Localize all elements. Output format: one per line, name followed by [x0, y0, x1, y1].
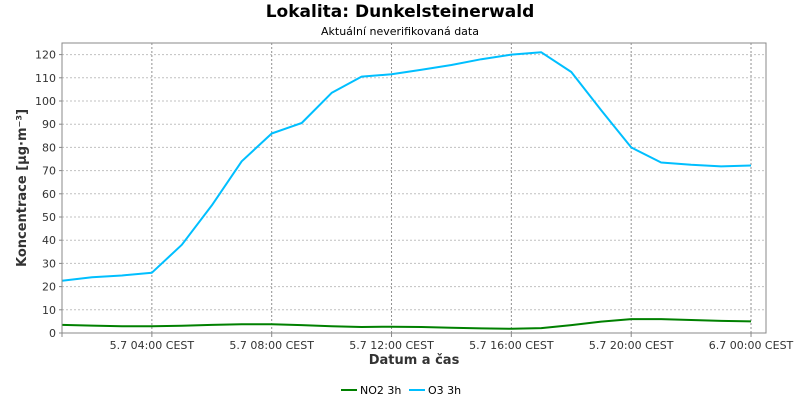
chart-title: Lokalita: Dunkelsteinerwald: [266, 2, 535, 22]
chart-subtitle: Aktuální neverifikovaná data: [321, 25, 479, 38]
x-tick-label: 6.7 00:00 CEST: [709, 339, 794, 352]
x-tick-label: 5.7 12:00 CEST: [349, 339, 434, 352]
x-tick-label: 5.7 16:00 CEST: [469, 339, 554, 352]
y-tick-label: 40: [42, 234, 56, 247]
legend: NO2 3h O3 3h: [341, 384, 461, 397]
y-tick-label: 0: [49, 327, 56, 340]
y-tick-label: 10: [42, 304, 56, 317]
y-tick-label: 60: [42, 188, 56, 201]
y-tick-label: 120: [35, 49, 56, 62]
plot-area: [61, 42, 767, 334]
x-tick-label: 5.7 04:00 CEST: [110, 339, 195, 352]
y-tick-label: 50: [42, 211, 56, 224]
x-tick-label: 5.7 20:00 CEST: [589, 339, 674, 352]
y-tick-label: 100: [35, 95, 56, 108]
y-tick-label: 30: [42, 257, 56, 270]
y-tick-label: 20: [42, 281, 56, 294]
y-tick-label: 110: [35, 72, 56, 85]
x-tick-label: 5.7 08:00 CEST: [229, 339, 314, 352]
x-axis: 5.7 04:00 CEST 5.7 08:00 CEST 5.7 12:00 CE…: [62, 332, 794, 352]
legend-label-no2-3h: NO2 3h: [360, 384, 401, 397]
y-axis-label: Koncentrace [µg·m⁻³]: [15, 109, 30, 267]
series-layer: [61, 51, 752, 330]
series-line-no2-3h: [61, 318, 752, 330]
y-tick-label: 80: [42, 141, 56, 154]
series-line-o3-3h: [61, 51, 752, 282]
y-axis: 0 10 20 30 40 50 60 70 80 90 100 110 120: [35, 43, 63, 340]
grid-lines: [62, 43, 766, 333]
x-axis-label: Datum a čas: [369, 353, 460, 368]
legend-label-o3-3h: O3 3h: [428, 384, 461, 397]
y-tick-label: 90: [42, 118, 56, 131]
y-tick-label: 70: [42, 165, 56, 178]
